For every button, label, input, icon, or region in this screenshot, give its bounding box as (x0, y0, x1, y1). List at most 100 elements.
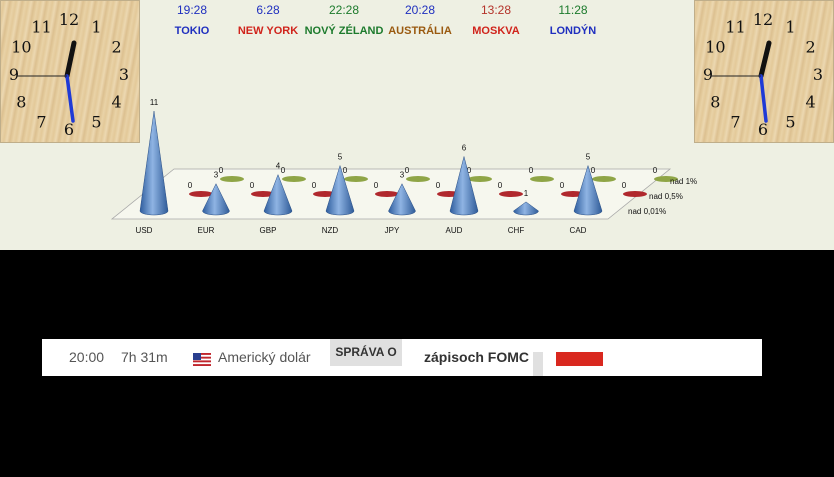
clock-numeral: 7 (36, 113, 46, 132)
chart-cone (139, 110, 169, 216)
zero-disc (530, 176, 554, 182)
zero-disc (220, 176, 244, 182)
city-time: 6:28 (256, 3, 280, 17)
data-label: 0 (188, 181, 193, 190)
data-label: 0 (250, 181, 255, 190)
title-divider (533, 352, 543, 376)
row-label: nad 1% (670, 177, 697, 186)
clock-numeral: 9 (703, 65, 713, 84)
event-type-badge: SPRÁVA O (330, 339, 402, 366)
data-label: 3 (400, 171, 405, 180)
category-label: AUD (446, 226, 463, 235)
data-label: 0 (405, 166, 410, 175)
data-label: 0 (560, 181, 565, 190)
clock-numeral: 8 (16, 93, 26, 112)
zero-disc (282, 176, 306, 182)
city-new-york: 6:28 NEW YORK (234, 4, 302, 38)
row-label: nad 0,5% (649, 192, 683, 201)
clock-numeral: 8 (710, 93, 720, 112)
zero-disc (251, 191, 275, 197)
clock-numeral: 2 (112, 38, 122, 57)
data-label: 3 (214, 171, 219, 180)
city-name: TOKIO (174, 25, 210, 37)
impact-indicator (556, 352, 603, 366)
zero-disc (499, 191, 523, 197)
news-event-row[interactable]: 20:00 7h 31m Americký dolár SPRÁVA O záp… (42, 339, 762, 376)
zero-disc (623, 191, 647, 197)
city-time: 19:28 (176, 3, 208, 17)
minute-hand (65, 74, 75, 123)
city-australia: 20:28 AUSTRÁLIA (386, 4, 454, 38)
clock-numeral: 6 (758, 120, 768, 139)
category-label: NZD (322, 226, 339, 235)
zero-disc (468, 176, 492, 182)
category-label: JPY (385, 226, 400, 235)
zero-disc (375, 191, 399, 197)
city-name: NEW YORK (237, 25, 299, 37)
clock-numeral: 1 (91, 17, 101, 36)
chart-cone (388, 183, 416, 216)
chart-cone (202, 183, 230, 216)
clock-numeral: 3 (813, 65, 823, 84)
data-label: 0 (622, 181, 627, 190)
clock-numeral: 4 (806, 93, 816, 112)
clock-numeral: 9 (9, 65, 19, 84)
top-panel: 12 1 2 3 4 5 6 7 8 9 10 11 12 1 2 3 4 5 6 7 8 9 10 11 19:28 TO… (0, 0, 834, 250)
chart-cone (263, 173, 293, 216)
data-label: 5 (338, 153, 343, 162)
clock-numeral: 12 (59, 10, 79, 29)
clock-numeral: 2 (806, 38, 816, 57)
zero-disc (189, 191, 213, 197)
chart-cone (325, 164, 355, 216)
data-label: 0 (436, 181, 441, 190)
clock-numeral: 3 (119, 65, 129, 84)
city-name: AUSTRÁLIA (388, 25, 452, 37)
chart-cone (449, 156, 479, 216)
city-time: 13:28 (480, 3, 512, 17)
city-name: LONDÝN (549, 25, 597, 37)
clock-numeral: 10 (705, 38, 725, 57)
data-label: 0 (467, 166, 472, 175)
zero-disc (344, 176, 368, 182)
city-time: 20:28 (404, 3, 436, 17)
data-label: 0 (653, 166, 658, 175)
clock-numeral: 12 (753, 10, 773, 29)
data-label: 0 (281, 166, 286, 175)
data-label: 0 (374, 181, 379, 190)
data-label: 5 (586, 153, 591, 162)
category-label: CAD (570, 226, 587, 235)
city-time: 11:28 (558, 3, 588, 17)
zero-disc (592, 176, 616, 182)
hour-hand (64, 40, 77, 79)
event-title[interactable]: zápisoch FOMC (424, 349, 530, 365)
clock-numeral: 1 (785, 17, 795, 36)
chart-cone (513, 201, 539, 216)
clock-numeral: 7 (730, 113, 740, 132)
zero-disc (406, 176, 430, 182)
event-countdown: 7h 31m (121, 349, 168, 365)
clock-numeral: 5 (91, 113, 101, 132)
category-label: GBP (260, 226, 277, 235)
clock-numeral: 5 (785, 113, 795, 132)
data-label: 0 (498, 181, 503, 190)
clock-left: 12 1 2 3 4 5 6 7 8 9 10 11 (0, 0, 140, 143)
data-label: 0 (219, 166, 224, 175)
data-label: 6 (462, 143, 467, 152)
city-name: MOSKVA (472, 25, 520, 37)
currency-strength-chart: 0 0 0 0 0 0 0 0 0 0 0 0 0 0 0 0 11 3 4 5 3 6 1 5 USD EUR GBP NZD JPY… (110, 98, 697, 235)
city-name: NOVÝ ZÉLAND (304, 25, 384, 37)
data-label: 0 (343, 166, 348, 175)
us-flag-icon (193, 353, 211, 366)
row-label: nad 0,01% (628, 207, 666, 216)
data-label: 0 (591, 166, 596, 175)
city-moskva: 13:28 MOSKVA (464, 4, 528, 38)
data-label: 0 (529, 166, 534, 175)
city-londyn: 11:28 LONDÝN (544, 4, 602, 38)
data-label: 11 (150, 98, 159, 107)
clock-numeral: 10 (11, 38, 31, 57)
event-time: 20:00 (69, 349, 105, 365)
event-currency: Americký dolár (218, 349, 311, 365)
hour-hand (758, 40, 772, 79)
